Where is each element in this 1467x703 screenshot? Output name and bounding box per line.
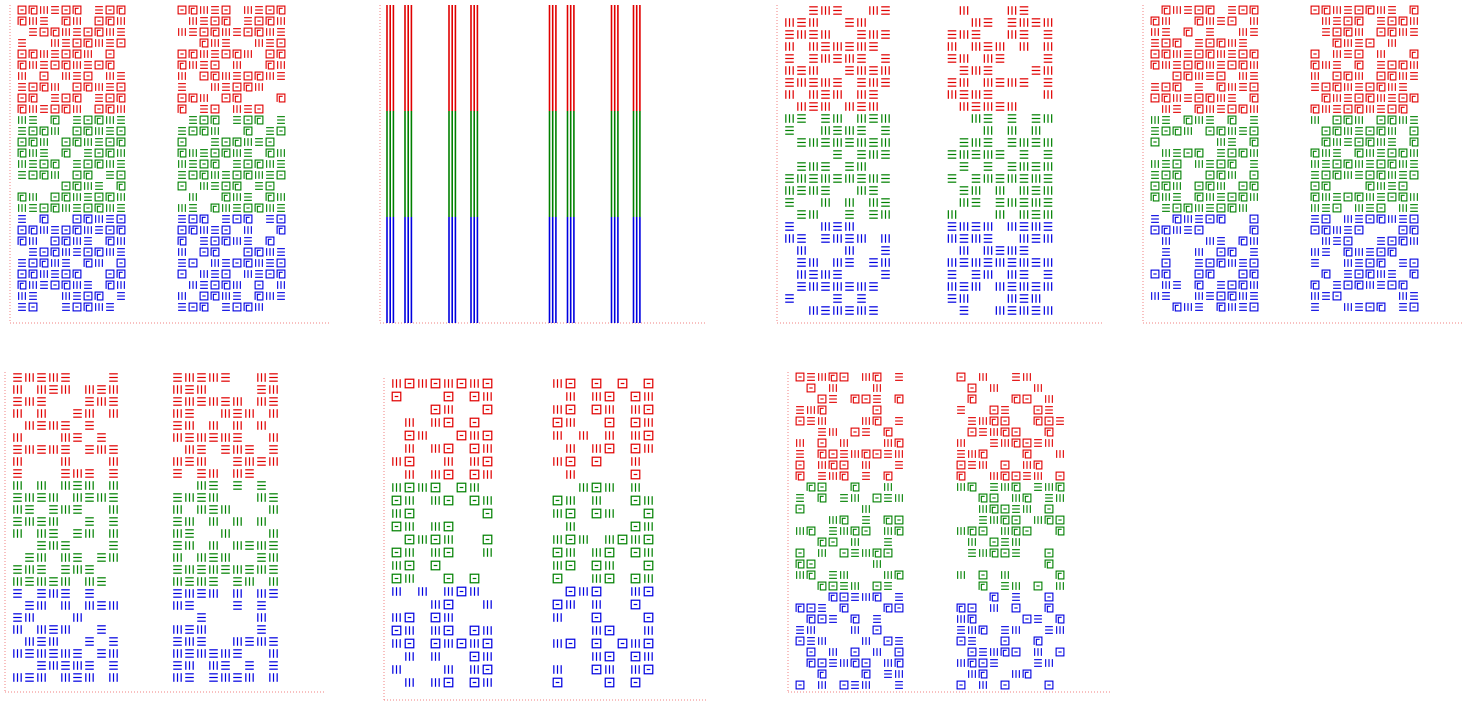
pattern-panel-r2c3 [787,372,1110,693]
pattern-panel-r2c1 [4,372,325,693]
pattern-block [177,5,286,312]
pattern-block [795,372,904,690]
pattern-panel-r1c1 [9,5,330,324]
pattern-block [548,5,641,323]
pattern-block [947,6,1053,315]
pattern-block [552,378,654,688]
pattern-panel-r2c2 [383,378,706,701]
pattern-block [17,5,126,312]
pattern-block [391,378,493,688]
pattern-panel-r1c3 [776,5,1102,324]
pattern-block [1150,5,1259,312]
pattern-panel-r1c4 [1142,5,1463,324]
pattern-panel-r1c2 [379,5,705,324]
pattern-block [173,373,278,682]
pattern-block [956,372,1065,690]
pattern-block [386,5,479,323]
pattern-block [1310,5,1419,312]
pattern-block [13,373,118,682]
pattern-block [785,6,890,315]
